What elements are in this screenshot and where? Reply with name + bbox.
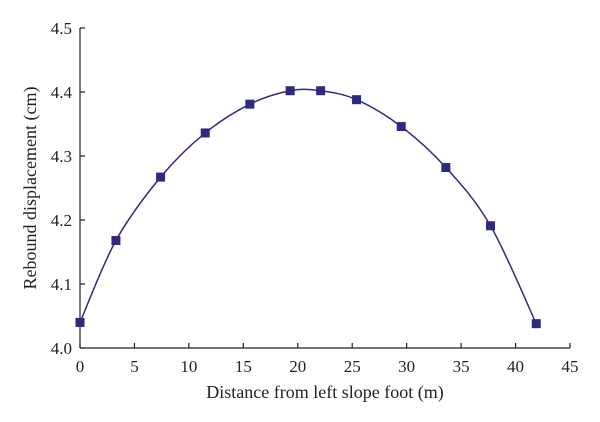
y-ticks: 4.0 4.1 4.2 4.3 4.4 4.5	[51, 19, 85, 358]
data-point-marker	[285, 86, 295, 96]
x-axis-title: Distance from left slope foot (m)	[206, 382, 443, 403]
y-tick-label: 4.2	[51, 211, 72, 230]
data-point-marker	[486, 221, 496, 231]
plot-area	[75, 86, 541, 329]
data-point-marker	[531, 319, 541, 329]
y-tick-label: 4.4	[51, 83, 73, 102]
x-tick-label: 25	[344, 357, 361, 376]
data-point-marker	[396, 122, 406, 132]
axes	[79, 28, 570, 349]
x-tick-label: 10	[180, 357, 197, 376]
x-tick-label: 20	[289, 357, 306, 376]
x-tick-label: 0	[76, 357, 85, 376]
x-tick-label: 40	[507, 357, 524, 376]
data-point-marker	[352, 95, 362, 105]
y-tick-label: 4.3	[51, 147, 72, 166]
x-ticks: 0 5 10 15 20 25 30 35 40 45	[76, 343, 579, 376]
y-tick-label: 4.0	[51, 339, 72, 358]
x-tick-label: 35	[453, 357, 470, 376]
data-point-marker	[156, 172, 166, 182]
data-point-marker	[316, 86, 326, 96]
x-tick-label: 5	[130, 357, 139, 376]
x-tick-label: 45	[562, 357, 579, 376]
data-point-marker	[245, 99, 255, 109]
series-line	[79, 88, 537, 324]
x-tick-label: 15	[235, 357, 252, 376]
data-point-marker	[200, 128, 210, 138]
data-point-marker	[441, 163, 451, 173]
y-axis-title: Rebound displacement (cm)	[20, 87, 41, 290]
data-point-marker	[111, 235, 121, 245]
y-tick-label: 4.1	[51, 275, 72, 294]
y-tick-label: 4.5	[51, 19, 72, 38]
data-point-marker	[75, 317, 85, 327]
x-tick-label: 30	[398, 357, 415, 376]
